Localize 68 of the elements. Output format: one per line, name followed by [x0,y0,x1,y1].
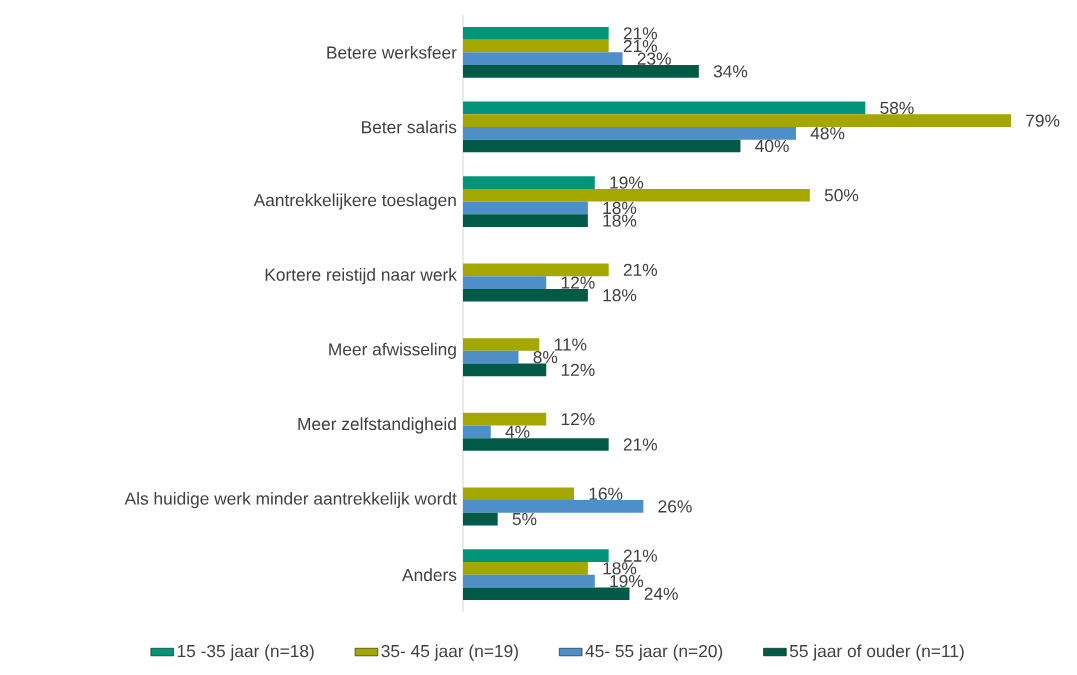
bar [463,139,741,153]
bar [463,114,1012,127]
y-tick-label: Aantrekkelijkere toeslagen [253,193,456,210]
data-label: 21% [623,39,658,53]
bar [463,487,574,501]
bar [463,438,609,451]
data-label: 19% [610,574,644,588]
data-label: 12% [561,413,595,426]
bar [463,574,595,588]
data-label: 23% [637,52,671,65]
y-tick-label: Meer zelfstandigheid [298,417,456,434]
data-label: 16% [589,487,623,500]
data-label: 79% [1026,114,1060,127]
data-label: 21% [623,263,658,276]
legend-label: 35- 45 jaar (n=19) [381,644,518,661]
bar [463,65,699,78]
bar [463,263,609,277]
bar [463,101,866,115]
bar [463,201,588,215]
bar [463,52,623,66]
data-label: 21% [623,27,658,40]
legend-label: 55 jaar of ouder (n=11) [789,644,964,661]
bar [463,26,609,40]
bar [463,214,588,227]
bar [463,549,609,563]
legend-label: 45- 55 jaar (n=20) [585,644,723,661]
data-label: 21% [623,549,658,562]
bar [463,562,588,575]
data-label: 34% [713,65,748,78]
bar [463,587,630,601]
bar [463,176,595,189]
bar [463,288,588,302]
bar [463,363,547,377]
bar [463,338,540,351]
data-label: 12% [561,276,595,289]
data-label: 19% [610,176,644,189]
data-label: 26% [658,500,692,513]
data-label: 18% [603,289,637,302]
y-tick-label: Beter salaris [362,120,457,134]
y-tick-label: Als huidige werk minder aantrekkelijk wordt [124,491,457,509]
legend-label: 15 -35 jaar (n=18) [177,644,314,661]
data-label: 50% [824,189,859,202]
bar [463,276,547,289]
data-label: 12% [561,363,595,376]
data-label: 18% [603,201,637,215]
data-label: 40% [755,139,789,153]
data-label: 18% [603,562,637,575]
bar [463,425,491,439]
bar [463,126,796,140]
data-label: 4% [505,425,530,438]
y-tick-label: Meer afwisseling [329,342,456,359]
data-label: 48% [810,127,845,140]
data-label: 24% [644,587,678,600]
y-tick-label: Anders [402,568,457,582]
bar [463,350,519,364]
data-label: 8% [533,351,558,364]
data-label: 11% [554,338,587,351]
data-label: 18% [603,214,637,227]
y-tick-label: Betere werksfeer [327,45,457,59]
bar [463,39,609,53]
data-label: 5% [512,513,537,526]
bar [463,500,644,513]
bar [463,512,498,526]
data-label: 58% [880,101,914,115]
bar [463,412,547,426]
y-tick-label: Kortere reistijd naar werk [265,268,457,285]
bar [463,188,810,202]
data-label: 21% [623,438,658,451]
